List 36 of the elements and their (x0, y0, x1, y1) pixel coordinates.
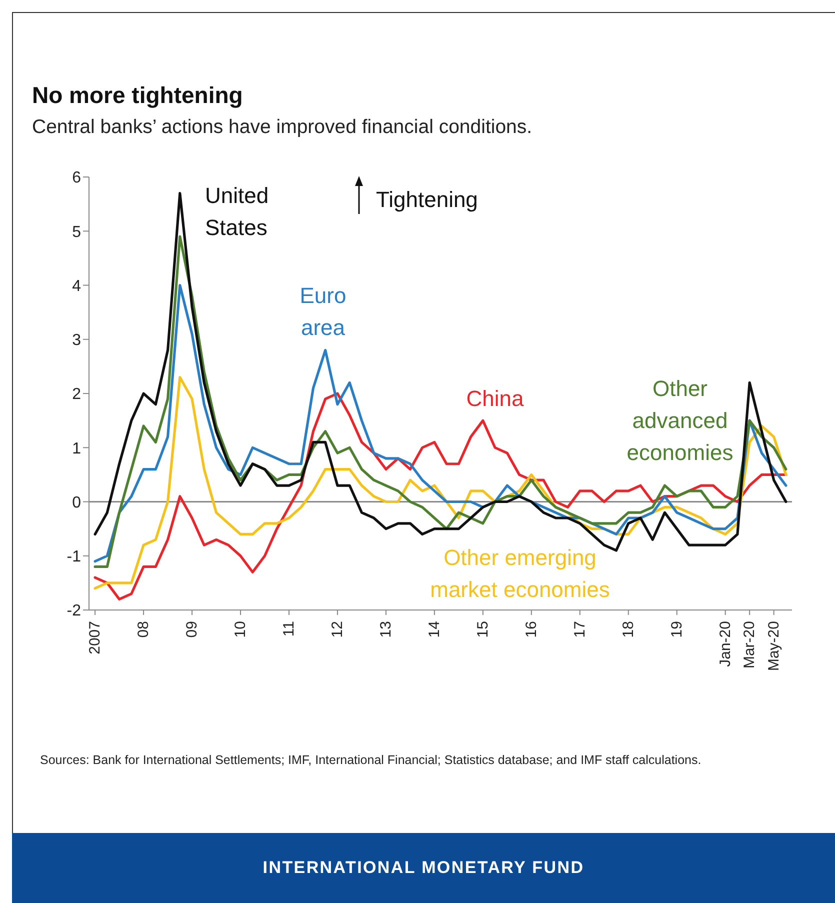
x-tick-label: 10 (232, 621, 250, 638)
annotation: Tightening (376, 187, 478, 212)
x-tick-label: 09 (184, 621, 201, 638)
series-label: Other emerging market economies (430, 545, 610, 602)
x-tick-label: Jan-20 (716, 621, 734, 667)
y-tick-label: 5 (72, 224, 82, 241)
y-tick-label: 1 (72, 440, 82, 458)
line-series (94, 235, 788, 568)
y-tick-label: -2 (66, 602, 82, 620)
x-tick-label: 08 (135, 621, 152, 638)
y-tick-label: 2 (72, 386, 82, 404)
x-tick-label: 11 (280, 621, 298, 637)
y-tick-label: 4 (72, 278, 82, 295)
y-tick-label: 0 (72, 494, 82, 512)
chart-title: No more tightening (32, 82, 243, 109)
series-label: China (466, 386, 525, 411)
chart-subtitle: Central banks’ actions have improved financial conditions. (32, 116, 532, 139)
x-tick-label: 18 (620, 621, 637, 638)
series-label: Euro area (300, 283, 346, 340)
source-note: Sources: Bank for International Settlements; IMF, International Financial; Statistics database; and IMF staff calculations. (40, 752, 702, 769)
y-tick-label: 3 (72, 332, 82, 350)
series-label: Other advanced economies (626, 376, 734, 465)
x-tick-label: 14 (426, 621, 443, 638)
x-tick-label: May-20 (765, 621, 782, 672)
text: INTERNATIONAL MONETARY FUND (12, 833, 835, 903)
x-tick-label: 13 (377, 621, 394, 638)
x-tick-label: 2007 (86, 621, 104, 654)
x-tick-label: 17 (571, 621, 588, 638)
x-tick-label: 19 (668, 621, 686, 638)
y-tick-label: 6 (72, 170, 82, 187)
series-label: United States (205, 183, 269, 240)
x-tick-label: Mar-20 (741, 621, 758, 669)
x-tick-label: 12 (328, 621, 346, 638)
y-tick-label: -1 (66, 548, 82, 566)
x-tick-label: 15 (474, 621, 492, 638)
x-tick-label: 16 (522, 621, 540, 638)
